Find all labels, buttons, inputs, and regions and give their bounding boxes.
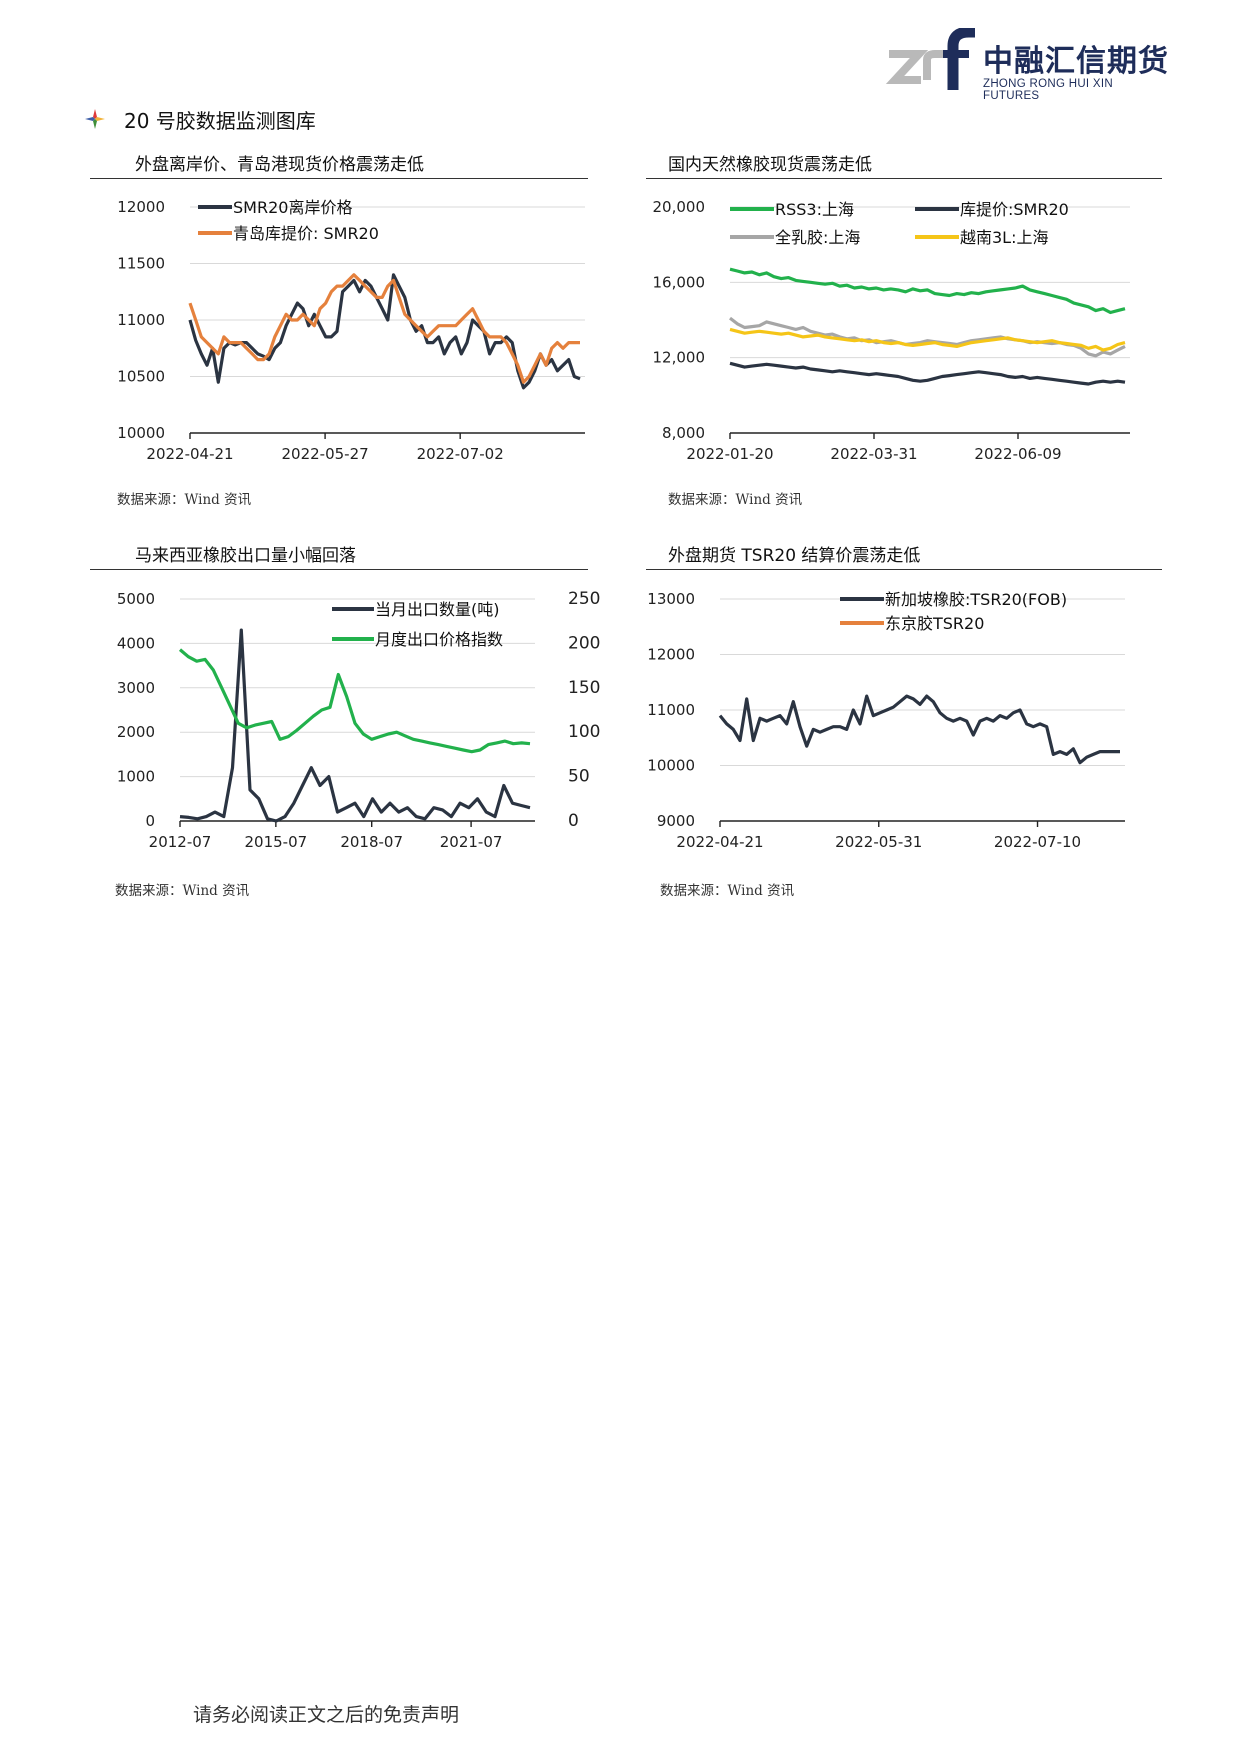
- logo-name-cn: 中融汇信期货: [983, 44, 1169, 79]
- legend-label: 月度出口价格指数: [375, 630, 503, 649]
- legend-label: 越南3L:上海: [960, 228, 1049, 247]
- y-tick-label: 16,000: [653, 273, 706, 291]
- legend-label: 库提价:SMR20: [960, 200, 1069, 219]
- y-tick-label: 10000: [117, 424, 165, 442]
- legend-label: 全乳胶:上海: [775, 228, 860, 247]
- chart2-rule: [646, 178, 1162, 179]
- legend-label: 当月出口数量(吨): [375, 600, 500, 619]
- chart4-plot: 13000 12000 11000 10000 9000 2022-04-21 2022-0…: [647, 590, 1125, 851]
- x-tick-label: 2022-04-21: [676, 833, 763, 851]
- chart2-title: 国内天然橡胶现货震荡走低: [668, 155, 872, 175]
- chart1-title: 外盘离岸价、青岛港现货价格震荡走低: [135, 155, 424, 175]
- chart2-source: 数据来源：Wind 资讯: [668, 492, 803, 508]
- diamond-bullet-icon: [85, 109, 105, 129]
- legend-label: 东京胶TSR20: [885, 614, 984, 633]
- x-tick-label: 2022-03-31: [830, 445, 917, 463]
- series-line-2: [729, 316, 1126, 358]
- series-line-0: [718, 694, 1120, 765]
- legend-label: 新加坡橡胶:TSR20(FOB): [885, 590, 1067, 609]
- series-line-0: [179, 628, 531, 823]
- chart3-title: 马来西亚橡胶出口量小幅回落: [135, 546, 356, 566]
- x-tick-label: 2018-07: [340, 833, 403, 851]
- y2-tick-label: 150: [568, 678, 600, 698]
- chart4-source: 数据来源：Wind 资讯: [660, 883, 795, 899]
- chart3-plot: 5000 4000 3000 2000 1000 0 250 200 150 100 50 0 2012…: [117, 589, 601, 851]
- series-line-3: [729, 327, 1126, 352]
- section-title: 20 号胶数据监测图库: [124, 108, 316, 133]
- y-tick-label: 12,000: [653, 349, 706, 367]
- chart3-rule: [90, 569, 588, 570]
- x-tick-label: 2022-01-20: [686, 445, 773, 463]
- zrf-logo-mark-icon: [885, 28, 975, 90]
- chart1-plot: 12000 11500 11000 10500 10000 2022-04-21 2022-…: [117, 198, 585, 463]
- y-tick-label: 10000: [647, 757, 695, 775]
- x-tick-label: 2022-07-10: [994, 833, 1081, 851]
- y-tick-label: 1000: [117, 768, 155, 786]
- chart3-source: 数据来源：Wind 资讯: [115, 883, 250, 899]
- y2-tick-label: 200: [568, 633, 600, 653]
- section-heading: 20 号胶数据监测图库: [84, 104, 316, 134]
- series-line-1: [729, 361, 1126, 386]
- x-tick-label: 2022-04-21: [146, 445, 233, 463]
- legend-label: 青岛库提价: SMR20: [233, 224, 379, 243]
- chart4-title: 外盘期货 TSR20 结算价震荡走低: [668, 546, 921, 566]
- legend-label: SMR20离岸价格: [233, 198, 352, 217]
- y-tick-label: 11500: [117, 255, 165, 273]
- y2-tick-label: 50: [568, 767, 590, 787]
- y-tick-label: 11000: [647, 701, 695, 719]
- y2-tick-label: 100: [568, 722, 600, 742]
- x-tick-label: 2022-05-31: [835, 833, 922, 851]
- y-tick-label: 12000: [117, 198, 165, 216]
- y-tick-label: 4000: [117, 634, 155, 652]
- y-tick-label: 10500: [117, 368, 165, 386]
- y-tick-label: 20,000: [653, 198, 706, 216]
- series-line-1: [188, 273, 580, 384]
- x-tick-label: 2022-06-09: [974, 445, 1061, 463]
- chart1-source: 数据来源：Wind 资讯: [117, 492, 252, 508]
- y-tick-label: 9000: [657, 812, 695, 830]
- chart2-plot: 20,000 16,000 12,000 8,000 2022-01-20 2022-03…: [653, 198, 1130, 463]
- y2-tick-label: 0: [568, 811, 579, 831]
- series-line-1: [178, 648, 531, 754]
- y-tick-label: 12000: [647, 646, 695, 664]
- disclaimer-footer: 请务必阅读正文之后的免责声明: [193, 1704, 460, 1726]
- y-tick-label: 3000: [117, 679, 155, 697]
- y-tick-label: 2000: [117, 723, 155, 741]
- y-tick-label: 0: [145, 812, 155, 830]
- series-line-0: [729, 267, 1126, 315]
- y-tick-label: 5000: [117, 590, 155, 608]
- x-tick-label: 2015-07: [245, 833, 308, 851]
- y-tick-label: 8,000: [662, 424, 705, 442]
- x-tick-label: 2012-07: [149, 833, 212, 851]
- y2-tick-label: 250: [568, 589, 600, 609]
- y-tick-label: 13000: [647, 590, 695, 608]
- company-logo: 中融汇信期货 ZHONG RONG HUI XIN FUTURES: [885, 28, 1170, 102]
- chart1-rule: [90, 178, 588, 179]
- x-tick-label: 2021-07: [440, 833, 503, 851]
- legend-label: RSS3:上海: [775, 200, 854, 219]
- x-tick-label: 2022-07-02: [417, 445, 504, 463]
- chart4-rule: [646, 569, 1162, 570]
- logo-name-en: ZHONG RONG HUI XIN FUTURES: [983, 78, 1113, 102]
- y-tick-label: 11000: [117, 311, 165, 329]
- x-tick-label: 2022-05-27: [281, 445, 368, 463]
